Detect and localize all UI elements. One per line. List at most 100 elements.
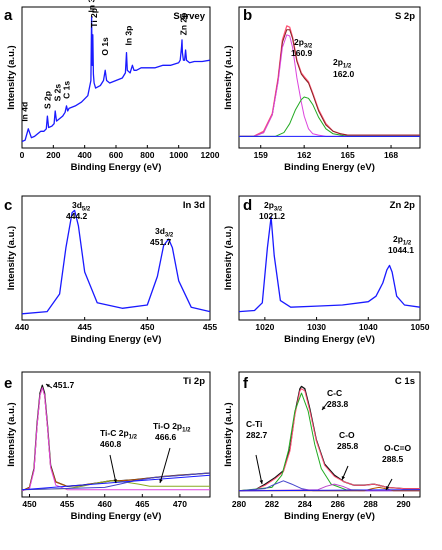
x-tick-label: 455	[203, 322, 217, 332]
x-tick-label: 1050	[411, 322, 430, 332]
panel-letter: d	[243, 197, 252, 214]
peak-label: O-C=O	[384, 443, 412, 453]
x-tick-label: 1040	[359, 322, 378, 332]
x-tick-label: 290	[396, 499, 410, 509]
peak-label-main: 2p	[294, 37, 304, 47]
y-axis-label: Intensity (a.u.)	[6, 45, 17, 109]
x-axis-label: Binding Energy (eV)	[71, 334, 162, 345]
panel-letter: c	[4, 197, 12, 214]
x-tick-label: 440	[15, 322, 29, 332]
peak-label-subscript: 5/2	[82, 207, 91, 213]
peak-label: 451.7	[53, 380, 75, 390]
x-tick-label: 280	[232, 499, 246, 509]
x-axis-label: Binding Energy (eV)	[284, 511, 375, 522]
peak-value: 1044.1	[388, 245, 414, 255]
peak-label: In 3d	[87, 0, 97, 12]
series-ti-peak-451-7	[21, 387, 210, 492]
peak-label-subscript: 3/2	[274, 207, 283, 213]
peak-label: S 2p	[42, 91, 52, 109]
x-tick-label: 1030	[307, 322, 326, 332]
peak-label: 2p1/2	[333, 57, 352, 70]
peak-value: 288.5	[382, 454, 404, 464]
x-tick-label: 282	[265, 499, 279, 509]
peak-label: Ti 2p	[89, 8, 99, 28]
panel-letter: b	[243, 7, 252, 24]
plot-frame	[238, 195, 421, 321]
x-tick-label: 450	[140, 322, 154, 332]
peak-label-subscript: 1/2	[182, 428, 191, 434]
peak-value: 1021.2	[259, 211, 285, 221]
x-tick-label: 1000	[169, 150, 188, 160]
panel-letter: f	[243, 375, 249, 392]
peak-value: 160.9	[291, 48, 313, 58]
panel-a: a Survey 0 200 400 600 800 1000 1200 Binding Ener…	[4, 0, 220, 173]
x-axis-label: Binding Energy (eV)	[71, 162, 162, 173]
peak-label: Ti-C 2p1/2	[100, 428, 138, 441]
x-tick-label: 400	[78, 150, 92, 160]
peak-label: In 4d	[20, 102, 30, 122]
series-ti-o-2p1-2	[21, 472, 211, 491]
peak-value: 162.0	[333, 69, 355, 79]
peak-value: 285.8	[337, 441, 359, 451]
peak-label: 2p1/2	[393, 234, 412, 247]
x-tick-label: 450	[22, 499, 36, 509]
peak-label-main: 2p	[333, 57, 343, 67]
peak-label-main: 2p	[393, 234, 403, 244]
peak-label-main: 2p	[264, 200, 274, 210]
arrow-ti-c	[109, 454, 117, 484]
peak-label-main: Ti-O 2p	[153, 421, 182, 431]
x-tick-label: 470	[173, 499, 187, 509]
peak-label: 3d3/2	[155, 226, 174, 239]
panel-c: c In 3d 440 445 450 455 Binding Energy (eV) Int…	[4, 195, 217, 345]
y-axis-label: Intensity (a.u.)	[223, 226, 234, 290]
x-axis-label: Binding Energy (eV)	[71, 511, 162, 522]
peak-value: 451.7	[150, 237, 172, 247]
panel-title: In 3d	[183, 200, 205, 211]
panel-e: e Ti 2p 450 455 460 465 470 Binding Energy (eV)…	[4, 371, 211, 522]
panel-letter: a	[4, 7, 13, 24]
x-tick-label: 284	[298, 499, 312, 509]
peak-label-subscript: 1/2	[403, 241, 412, 247]
arrow-o-c-o-head	[386, 486, 390, 490]
series-fit	[238, 388, 420, 492]
series-spectrum	[238, 216, 421, 313]
x-axis-label: Binding Energy (eV)	[284, 334, 375, 345]
panel-title: C 1s	[395, 376, 415, 387]
x-axis-label: Binding Energy (eV)	[284, 162, 375, 173]
peak-label: 2p3/2	[294, 37, 313, 50]
panel-f: f C 1s 280 282 284 286 288 290 Binding Energy (e…	[223, 371, 421, 522]
x-tick-label: 800	[140, 150, 154, 160]
peak-value: 444.2	[66, 211, 88, 221]
arrow-ti-o	[159, 447, 171, 484]
series-o-c-o	[239, 486, 420, 492]
x-tick-label: 0	[20, 150, 25, 160]
arrow-451-head	[46, 384, 50, 388]
x-tick-label: 165	[341, 150, 355, 160]
x-tick-label: 168	[384, 150, 398, 160]
peak-label: 2p3/2	[264, 200, 283, 213]
y-axis-label: Intensity (a.u.)	[6, 402, 17, 466]
peak-label: Zn 2p	[178, 13, 188, 36]
arrow-ti-c-head	[113, 479, 117, 483]
x-tick-label: 445	[78, 322, 92, 332]
x-tick-label: 1020	[255, 322, 274, 332]
peak-label-subscript: 3/2	[165, 233, 174, 239]
peak-label: C 1s	[61, 81, 71, 99]
x-tick-label: 286	[331, 499, 345, 509]
arrow-ti-o-head	[159, 479, 163, 483]
peak-value: 466.6	[155, 432, 177, 442]
peak-value: 460.8	[100, 439, 122, 449]
x-tick-label: 159	[254, 150, 268, 160]
plot-frame	[238, 371, 421, 498]
x-tick-label: 1200	[201, 150, 220, 160]
series-s-2p1-2	[239, 96, 420, 137]
panel-letter: e	[4, 375, 12, 392]
series-spectrum	[21, 209, 211, 315]
x-tick-label: 162	[297, 150, 311, 160]
panel-title: S 2p	[395, 11, 415, 22]
arrow-c-ti	[255, 454, 263, 485]
arrow-c-c-head	[322, 406, 326, 410]
peak-label-main: Ti-C 2p	[100, 428, 129, 438]
peak-label: In 3p	[124, 26, 134, 46]
